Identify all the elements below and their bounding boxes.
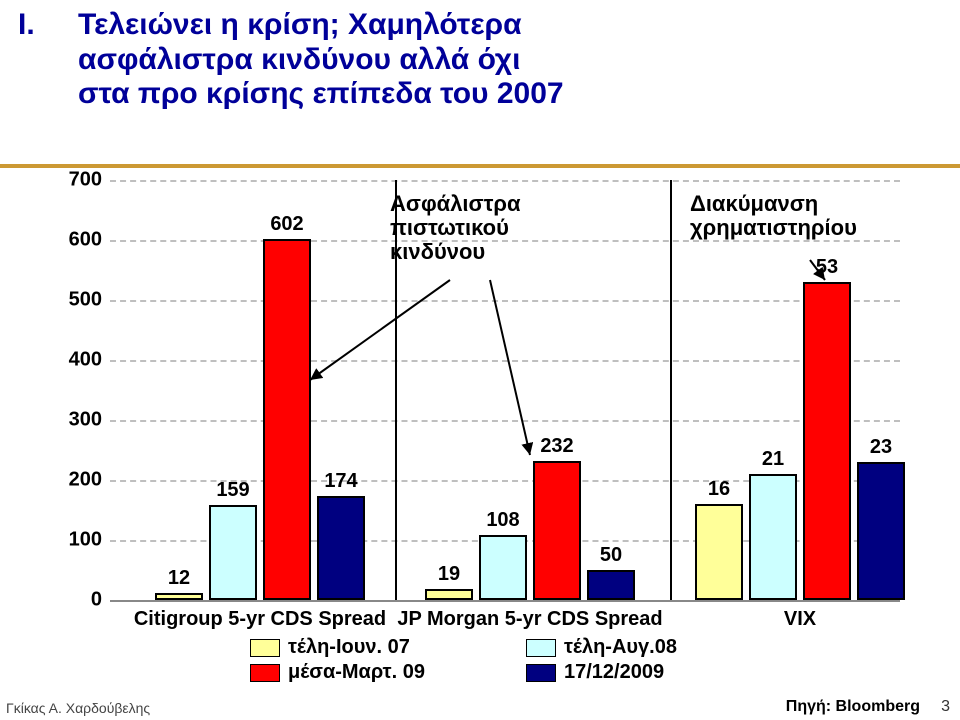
- title-line-2: ασφάλιστρα κινδύνου αλλά όχι: [78, 43, 564, 78]
- gold-divider: [0, 164, 960, 168]
- legend-item: μέσα-Μαρτ. 09: [250, 661, 514, 684]
- section-number: I.: [18, 8, 78, 42]
- x-category-label: Citigroup 5-yr CDS Spread: [134, 608, 386, 631]
- bar-value-label: 53: [816, 256, 838, 279]
- legend-swatch: [250, 639, 280, 657]
- annotation-label: Διακύμανσηχρηματιστηρίου: [690, 192, 857, 240]
- plot-area: 12 159 602 174 19 108 232 50 16 21 53 23 Ασφάλιστραπ…: [110, 180, 900, 600]
- title-line-3: στα προ κρίσης επίπεδα του 2007: [78, 77, 564, 112]
- legend-swatch: [526, 664, 556, 682]
- bar: [479, 535, 527, 600]
- slide-title: Τελειώνει η κρίση; Χαμηλότερα ασφάλιστρα…: [78, 8, 564, 112]
- group-divider: [670, 180, 672, 600]
- x-axis: [110, 600, 900, 602]
- legend-label: τέλη-Ιουν. 07: [288, 636, 410, 659]
- bar-value-label: 12: [168, 567, 190, 590]
- legend-item: τέλη-Ιουν. 07: [250, 636, 514, 659]
- arrow: [310, 280, 450, 380]
- bar-value-label: 50: [600, 544, 622, 567]
- bar: [587, 570, 635, 600]
- legend-label: 17/12/2009: [564, 661, 664, 684]
- y-tick-label: 0: [50, 589, 102, 612]
- y-tick-label: 700: [50, 169, 102, 192]
- legend-swatch: [526, 639, 556, 657]
- legend-item: τέλη-Αυγ.08: [526, 636, 790, 659]
- bar-value-label: 23: [870, 436, 892, 459]
- bar-value-label: 232: [540, 435, 573, 458]
- bar: [317, 496, 365, 600]
- bar: [263, 239, 311, 600]
- footer-source: Πηγή: Bloomberg: [786, 698, 920, 716]
- legend-swatch: [250, 664, 280, 682]
- x-category-label: JP Morgan 5-yr CDS Spread: [397, 608, 662, 631]
- bar: [425, 589, 473, 600]
- bar-value-label: 174: [324, 470, 357, 493]
- bar-value-label: 19: [438, 563, 460, 586]
- legend-label: μέσα-Μαρτ. 09: [288, 661, 425, 684]
- group-divider: [395, 180, 397, 600]
- page-number: 3: [941, 698, 950, 716]
- y-tick-label: 100: [50, 529, 102, 552]
- bar: [155, 593, 203, 600]
- annotation-label: Ασφάλιστραπιστωτικούκινδύνου: [390, 192, 521, 265]
- bar-value-label: 159: [216, 479, 249, 502]
- bar-chart: 0100200300400500600700121596021741910823…: [50, 180, 910, 650]
- bar: [857, 462, 905, 600]
- title-line-1: Τελειώνει η κρίση; Χαμηλότερα: [78, 8, 564, 43]
- y-tick-label: 400: [50, 349, 102, 372]
- bar-value-label: 602: [270, 213, 303, 236]
- legend: τέλη-Ιουν. 07 τέλη-Αυγ.08 μέσα-Μαρτ. 09 17/…: [250, 636, 790, 684]
- bar: [209, 505, 257, 600]
- bar: [533, 461, 581, 600]
- y-tick-label: 600: [50, 229, 102, 252]
- y-tick-label: 300: [50, 409, 102, 432]
- bar: [695, 504, 743, 600]
- bar: [749, 474, 797, 600]
- footer-author: Γκίκας Α. Χαρδούβελης: [6, 700, 150, 716]
- legend-item: 17/12/2009: [526, 661, 790, 684]
- bar: [803, 282, 851, 600]
- x-category-label: VIX: [784, 608, 816, 631]
- bar-value-label: 21: [762, 448, 784, 471]
- slide: I. Τελειώνει η κρίση; Χαμηλότερα ασφάλισ…: [0, 0, 960, 720]
- title-block: I. Τελειώνει η κρίση; Χαμηλότερα ασφάλισ…: [0, 0, 960, 112]
- bar-value-label: 16: [708, 478, 730, 501]
- arrow: [490, 280, 530, 455]
- legend-label: τέλη-Αυγ.08: [564, 636, 677, 659]
- y-tick-label: 500: [50, 289, 102, 312]
- bar-value-label: 108: [486, 509, 519, 532]
- y-tick-label: 200: [50, 469, 102, 492]
